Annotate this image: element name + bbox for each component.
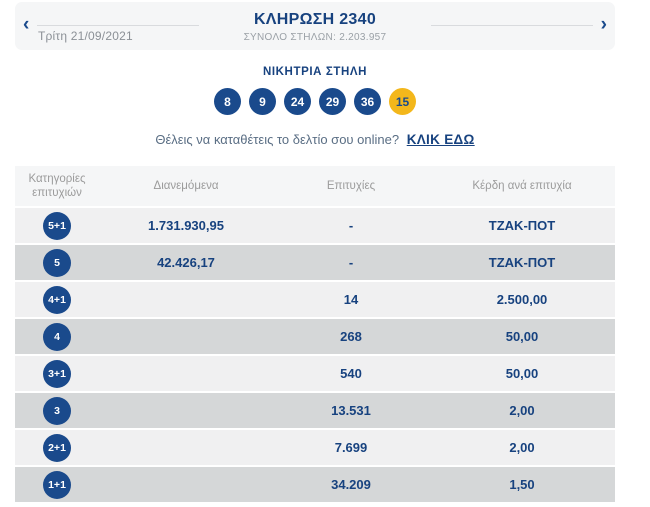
- winners-cell: 7.699: [334, 440, 368, 455]
- winners-cell: 13.531: [331, 403, 371, 418]
- winners-cell: 540: [340, 366, 362, 381]
- prize-cell: 50,00: [505, 329, 539, 344]
- category-badge: 3+1: [43, 359, 71, 388]
- category-badge: 1+1: [43, 470, 71, 499]
- online-prompt: Θέλεις να καταθέτεις το δελτίο σου onlin…: [15, 132, 615, 147]
- winners-cell: -: [348, 218, 354, 233]
- col-header-winners: Επιτυχίες: [326, 179, 376, 192]
- joker-ball: 15: [389, 88, 416, 115]
- winning-column-title: ΝΙΚΗΤΡΙΑ ΣΤΗΛΗ: [262, 66, 368, 78]
- distributed-cell: 1.731.930,95: [148, 218, 224, 233]
- table-row: 1+1 34.209 1,50: [15, 467, 615, 502]
- click-here-link[interactable]: ΚΛΙΚ ΕΔΩ: [406, 132, 475, 147]
- draw-navigation-header: ‹ Τρίτη 21/09/2021 ΚΛΗΡΩΣΗ 2340 ΣΥΝΟΛΟ Σ…: [15, 2, 615, 50]
- number-ball: 29: [319, 88, 346, 115]
- table-row: 3 13.531 2,00: [15, 393, 615, 428]
- draw-date: Τρίτη 21/09/2021: [38, 29, 133, 43]
- category-badge: 4: [43, 322, 71, 351]
- prev-draw-chevron-icon[interactable]: ‹: [19, 15, 33, 35]
- draw-title: ΚΛΗΡΩΣΗ 2340: [253, 11, 377, 28]
- winners-cell: 268: [340, 329, 362, 344]
- prize-cell: 2,00: [509, 403, 535, 418]
- header-divider-right: [431, 25, 593, 26]
- number-ball: 8: [214, 88, 241, 115]
- col-header-prize: Κέρδη ανά επιτυχία: [472, 179, 572, 192]
- table-row: 3+1 540 50,00: [15, 356, 615, 391]
- winning-numbers: 8 9 24 29 36 15: [15, 88, 615, 115]
- online-question-text: Θέλεις να καταθέτεις το δελτίο σου onlin…: [155, 132, 400, 147]
- joker-results-page: ‹ Τρίτη 21/09/2021 ΚΛΗΡΩΣΗ 2340 ΣΥΝΟΛΟ Σ…: [15, 2, 615, 502]
- prize-cell: ΤΖΑΚ-ΠΟΤ: [488, 255, 556, 270]
- header-divider-left: [37, 25, 199, 26]
- col-header-distributed: Διανεμόμενα: [153, 179, 219, 192]
- table-row: 4+1 14 2.500,00: [15, 282, 615, 317]
- number-ball: 9: [249, 88, 276, 115]
- draw-title-block: ΚΛΗΡΩΣΗ 2340 ΣΥΝΟΛΟ ΣΤΗΛΩΝ: 2.203.957: [15, 11, 615, 43]
- category-badge: 2+1: [43, 433, 71, 462]
- category-badge: 5+1: [43, 211, 71, 240]
- table-row: 5+1 1.731.930,95 - ΤΖΑΚ-ΠΟΤ: [15, 208, 615, 243]
- prize-cell: 50,00: [505, 366, 539, 381]
- prize-cell: 2.500,00: [496, 292, 548, 307]
- table-header-row: Κατηγορίες επιτυχιών Διανεμόμενα Επιτυχί…: [15, 166, 615, 206]
- col-header-categories: Κατηγορίες επιτυχιών: [28, 172, 86, 199]
- winners-cell: 14: [343, 292, 359, 307]
- category-badge: 4+1: [43, 285, 71, 314]
- table-row: 5 42.426,17 - ΤΖΑΚ-ΠΟΤ: [15, 245, 615, 280]
- winners-cell: 34.209: [331, 477, 371, 492]
- prize-cell: 2,00: [509, 440, 535, 455]
- prize-cell: 1,50: [509, 477, 535, 492]
- winners-cell: -: [348, 255, 354, 270]
- total-columns-label: ΣΥΝΟΛΟ ΣΤΗΛΩΝ: 2.203.957: [243, 32, 387, 43]
- prize-cell: ΤΖΑΚ-ΠΟΤ: [488, 218, 556, 233]
- distributed-cell: 42.426,17: [157, 255, 215, 270]
- prize-tiers-table: Κατηγορίες επιτυχιών Διανεμόμενα Επιτυχί…: [15, 166, 615, 502]
- category-badge: 3: [43, 396, 71, 425]
- table-row: 2+1 7.699 2,00: [15, 430, 615, 465]
- category-badge: 5: [43, 248, 71, 277]
- next-draw-chevron-icon[interactable]: ›: [597, 15, 611, 35]
- number-ball: 24: [284, 88, 311, 115]
- table-row: 4 268 50,00: [15, 319, 615, 354]
- number-ball: 36: [354, 88, 381, 115]
